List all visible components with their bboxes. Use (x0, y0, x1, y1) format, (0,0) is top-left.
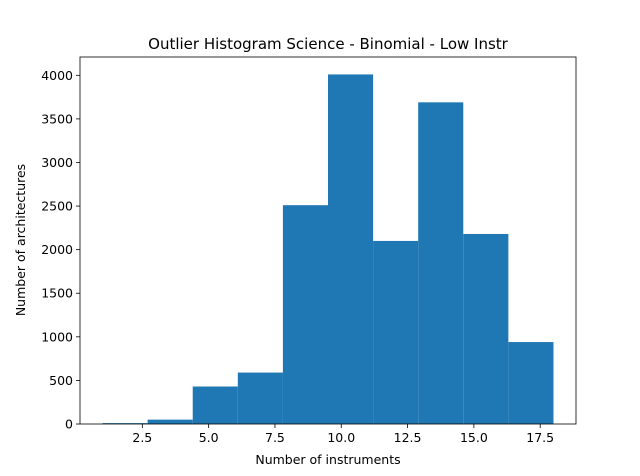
histogram-bar-9 (508, 342, 554, 424)
x-tick-label: 10.0 (327, 430, 355, 445)
histogram-bar-4 (282, 205, 328, 424)
plot-frame (79, 56, 577, 425)
y-axis-ticks: 0 500 1000 1500 2000 2500 3000 3500 4000 (41, 68, 80, 432)
histogram-bar-6 (373, 240, 419, 424)
y-tick-label: 1500 (41, 286, 73, 301)
x-tick-label: 15.0 (460, 430, 488, 445)
y-tick-label: 0 (65, 417, 73, 432)
x-tick-label: 2.5 (132, 430, 152, 445)
histogram-bar-2 (192, 386, 238, 424)
x-tick-label: 12.5 (394, 430, 422, 445)
y-tick-label: 3500 (41, 111, 73, 126)
chart-title: Outlier Histogram Science - Binomial - L… (148, 35, 509, 53)
histogram-bar-3 (237, 372, 283, 424)
x-axis-label: Number of instruments (255, 452, 400, 467)
histogram-bar-7 (418, 102, 464, 424)
histogram-bar-1 (147, 419, 193, 424)
y-tick-label: 3000 (41, 155, 73, 170)
x-tick-label: 17.5 (526, 430, 554, 445)
y-tick-label: 500 (49, 373, 73, 388)
y-axis-label: Number of architectures (13, 164, 28, 316)
y-tick-label: 2000 (41, 242, 73, 257)
x-axis-ticks: 2.5 5.0 7.5 10.0 12.5 15.0 17.5 (132, 424, 554, 445)
histogram-bar-5 (328, 74, 374, 424)
x-tick-label: 5.0 (199, 430, 219, 445)
bars-group (102, 74, 554, 424)
histogram-bar-8 (463, 233, 509, 424)
y-tick-label: 2500 (41, 199, 73, 214)
histogram-bar-0 (102, 423, 148, 424)
y-tick-label: 1000 (41, 329, 73, 344)
y-tick-label: 4000 (41, 68, 73, 83)
x-tick-label: 7.5 (265, 430, 285, 445)
